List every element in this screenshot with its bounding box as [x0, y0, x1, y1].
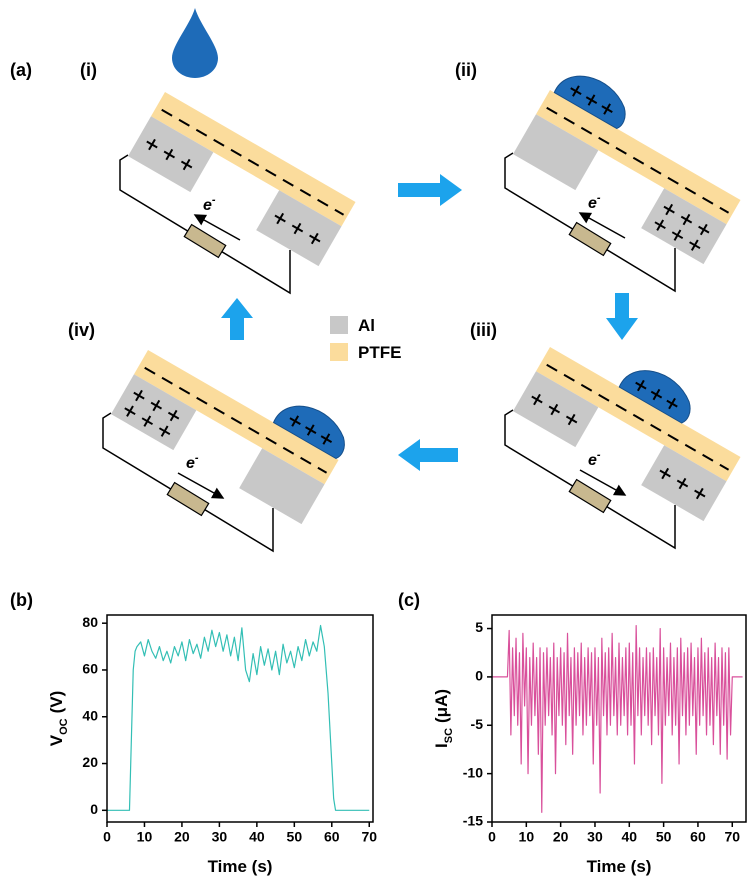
- y-tick-label: -5: [471, 716, 484, 732]
- device: [128, 92, 356, 266]
- electron-symbol: e: [203, 197, 212, 214]
- y-axis-subscript: OC: [58, 718, 70, 735]
- y-axis-unit: (V): [47, 691, 66, 714]
- x-tick-label: 0: [103, 829, 111, 845]
- panel-label: (a): [10, 60, 32, 80]
- electron-symbol: e: [186, 455, 195, 472]
- resistor: [569, 223, 610, 256]
- y-axis-symbol: V: [47, 734, 66, 746]
- electron-label: e-: [203, 194, 216, 214]
- x-tick-label: 60: [324, 829, 340, 845]
- x-tick-label: 50: [287, 829, 303, 845]
- device: [111, 322, 355, 524]
- x-axis-label: Time (s): [587, 857, 652, 876]
- y-tick-label: 0: [475, 668, 483, 684]
- x-tick-label: 60: [690, 829, 706, 845]
- data-line: [107, 626, 369, 811]
- resistor: [184, 225, 225, 258]
- figure: (a) (b) (c) (i) (ii) (iii) (iv) Al PTFE …: [0, 0, 747, 886]
- process-arrow: [398, 174, 462, 206]
- x-tick-label: 70: [724, 829, 740, 845]
- legend-swatch: [330, 343, 348, 361]
- page: {"figure_labels": ["(a)", "(b)", "(c)"],…: [0, 0, 747, 886]
- electron-label: e-: [186, 452, 199, 472]
- stage-label: (i): [80, 60, 97, 80]
- y-axis-subscript: SC: [443, 728, 455, 743]
- process-arrow: [398, 439, 458, 471]
- stage: e-: [505, 319, 747, 548]
- electron-charge: -: [212, 194, 216, 206]
- stage-label: (iv): [68, 320, 95, 340]
- y-axis-unit: (μA): [432, 689, 451, 723]
- panel-label: (b): [10, 590, 33, 610]
- y-axis-label: ISC(μA): [432, 689, 455, 748]
- x-tick-label: 20: [553, 829, 569, 845]
- x-tick-label: 30: [587, 829, 603, 845]
- stage: e-: [120, 92, 356, 293]
- stage-label: (iii): [470, 320, 497, 340]
- resistor: [569, 480, 610, 513]
- process-arrow: [606, 293, 638, 340]
- device: [513, 62, 747, 264]
- legend-label: Al: [358, 316, 375, 335]
- x-tick-label: 20: [174, 829, 190, 845]
- electron-charge: -: [195, 452, 199, 464]
- y-tick-label: 60: [82, 661, 98, 677]
- x-tick-label: 40: [622, 829, 638, 845]
- x-axis-label: Time (s): [208, 857, 273, 876]
- y-tick-label: -10: [463, 764, 483, 780]
- y-tick-label: 40: [82, 707, 98, 723]
- y-tick-label: -15: [463, 813, 483, 829]
- stage: e-: [505, 62, 747, 291]
- x-tick-label: 30: [212, 829, 228, 845]
- y-axis-label: VOC (V): [47, 691, 70, 747]
- y-tick-label: 0: [90, 801, 98, 817]
- water-drop: [172, 8, 218, 78]
- electron-charge: -: [597, 449, 601, 461]
- process-arrow: [221, 298, 253, 340]
- electron-charge: -: [597, 192, 601, 204]
- x-tick-label: 0: [488, 829, 496, 845]
- y-tick-label: 80: [82, 614, 98, 630]
- electron-label: e-: [588, 449, 601, 469]
- x-tick-label: 50: [656, 829, 672, 845]
- x-tick-label: 10: [519, 829, 535, 845]
- electron-label: e-: [588, 192, 601, 212]
- electron-symbol: e: [588, 452, 597, 469]
- x-tick-label: 10: [137, 829, 153, 845]
- y-tick-label: 5: [475, 619, 483, 635]
- legend-swatch: [330, 316, 348, 334]
- stage: e-: [103, 322, 355, 551]
- x-tick-label: 70: [361, 829, 377, 845]
- stage-label: (ii): [455, 60, 477, 80]
- data-line: [492, 626, 743, 813]
- y-tick-label: 20: [82, 754, 98, 770]
- panel-label: (c): [398, 590, 420, 610]
- legend-label: PTFE: [358, 343, 401, 362]
- electron-symbol: e: [588, 195, 597, 212]
- diagram: e-e-e-e-: [103, 62, 747, 551]
- x-tick-label: 40: [249, 829, 265, 845]
- resistor: [167, 483, 208, 516]
- device: [513, 319, 747, 521]
